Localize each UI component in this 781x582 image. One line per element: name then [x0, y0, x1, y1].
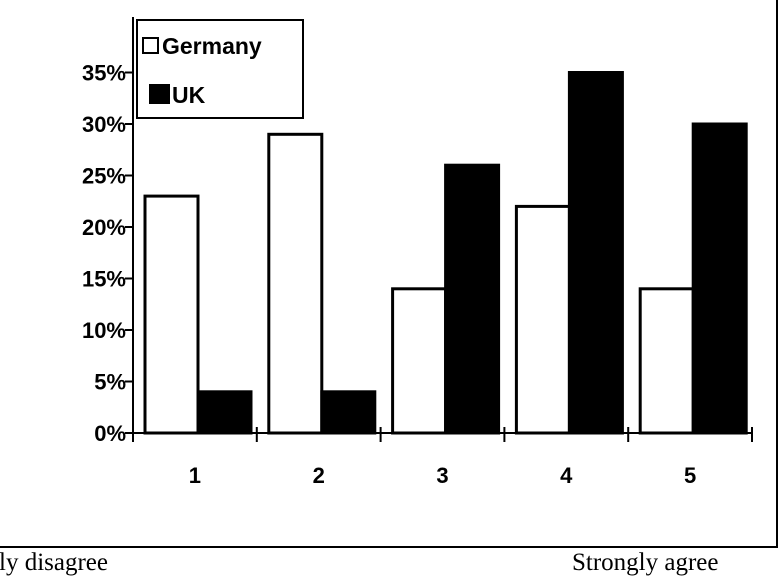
bars-layer: [143, 71, 748, 435]
bar-germany-5: [638, 287, 695, 435]
bar-germany-2: [267, 132, 324, 435]
legend-label-germany: Germany: [162, 33, 262, 59]
bar-germany-3: [391, 287, 448, 435]
bar-uk-5: [691, 122, 748, 435]
bar-uk-2: [320, 390, 377, 435]
bar-uk-1: [196, 390, 253, 435]
x-tick-label: 1: [189, 463, 201, 488]
bar-chart: 0% 5% 10% 15% 20% 25% 30% 35% 1 2 3 4 5 Germany UK: [82, 17, 753, 488]
y-tick-label: 20%: [82, 215, 126, 240]
y-tick-label: 10%: [82, 318, 126, 343]
bar-uk-4: [567, 71, 624, 435]
y-tick-label: 0%: [94, 421, 126, 446]
x-tick-label: 4: [560, 463, 573, 488]
x-tick-label: 5: [684, 463, 696, 488]
legend-swatch-uk: [149, 84, 170, 104]
bar-germany-1: [143, 194, 200, 435]
legend: Germany UK: [136, 19, 304, 119]
y-tick-label: 35%: [82, 61, 126, 86]
scale-label-agree: Strongly agree: [572, 549, 719, 576]
chart-frame: [0, 0, 778, 548]
y-tick-label: 15%: [82, 267, 126, 292]
x-tick-label: 3: [436, 463, 448, 488]
legend-swatch-germany: [142, 37, 159, 54]
bar-uk-3: [444, 163, 501, 435]
x-tick-label: 2: [313, 463, 325, 488]
y-tick-label: 25%: [82, 164, 126, 189]
y-tick-label: 30%: [82, 112, 126, 137]
y-axis-labels: 0% 5% 10% 15% 20% 25% 30% 35%: [82, 61, 126, 447]
axes-layer: [125, 17, 753, 442]
bar-germany-4: [514, 204, 571, 435]
scale-label-disagree: ngly disagree: [0, 549, 108, 576]
y-tick-label: 5%: [94, 370, 126, 395]
legend-label-uk: UK: [172, 82, 206, 108]
x-axis-labels: 1 2 3 4 5: [189, 463, 696, 488]
